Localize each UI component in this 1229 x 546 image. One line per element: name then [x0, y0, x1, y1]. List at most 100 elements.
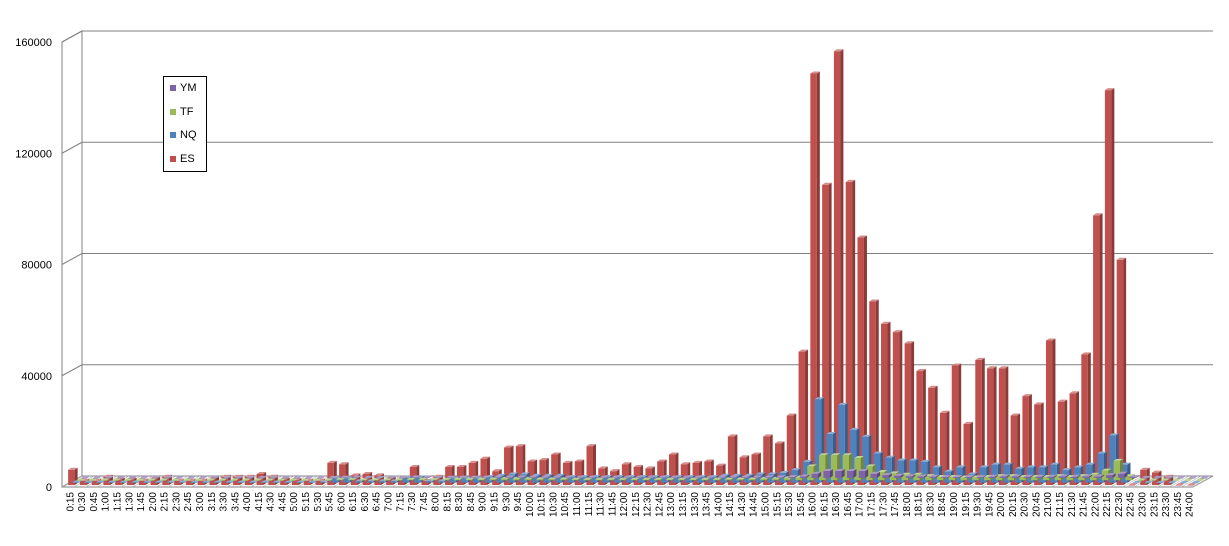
bar-top: [732, 473, 742, 476]
bar-side: [357, 473, 361, 486]
gridline-side: [61, 364, 83, 377]
bar-top: [96, 480, 106, 483]
x-tick-label: 20:15: [1008, 492, 1019, 517]
bar-top: [988, 474, 998, 477]
bar-face: [387, 477, 394, 479]
bar-nq-23:15: [1156, 480, 1166, 484]
bar-side: [377, 478, 381, 481]
bar-top: [775, 441, 785, 444]
bar-face: [433, 476, 440, 486]
bar-top: [1010, 413, 1021, 416]
bar-es-24:00: [1187, 483, 1197, 486]
x-tick-label: 0:45: [89, 492, 100, 512]
bar-top: [269, 475, 280, 478]
bar-side: [279, 480, 283, 483]
bar-face: [1184, 480, 1191, 481]
bar-side: [346, 475, 350, 478]
bar-face: [979, 467, 987, 483]
bar-top: [241, 478, 252, 481]
bar-face: [442, 479, 449, 481]
bar-es-11:15: [586, 444, 596, 486]
bar-face: [897, 460, 904, 483]
bar-side: [255, 480, 259, 483]
bar-ym-4:15: [269, 475, 280, 479]
legend-item-tf: TF: [170, 105, 193, 119]
bar-face: [555, 475, 562, 483]
bar-side: [660, 477, 664, 481]
bar-top: [1057, 399, 1068, 402]
bar-es-15:30: [786, 413, 797, 486]
bar-ym-6:30: [375, 475, 386, 479]
bar-face: [1101, 470, 1109, 481]
x-tick-label: 16:45: [843, 492, 854, 517]
bar-top: [717, 475, 727, 478]
bar-top: [260, 480, 271, 483]
bar-top: [265, 478, 275, 481]
bar-es-21:30: [1069, 391, 1080, 486]
bar-face: [680, 464, 688, 486]
bar-side: [1030, 474, 1034, 478]
bar-ym-2:15: [175, 475, 185, 479]
x-tick-label: 18:15: [914, 492, 925, 517]
bar-tf-4:45: [288, 478, 299, 481]
bar-face: [461, 478, 468, 483]
bar-top: [531, 473, 542, 476]
bar-top: [905, 474, 916, 477]
bar-side: [653, 475, 657, 478]
bar-ym-13:00: [682, 475, 692, 479]
bar-top: [1081, 352, 1091, 355]
bar-side: [935, 474, 939, 478]
bar-nq-14:00: [720, 473, 730, 483]
bar-top: [540, 475, 551, 478]
bar-face: [642, 479, 649, 481]
x-tick-label: 24:00: [1185, 492, 1196, 517]
bar-ym-4:30: [281, 475, 291, 479]
bar-top: [854, 456, 864, 459]
bar-ym-11:00: [587, 475, 598, 479]
bar-top: [932, 465, 942, 468]
bar-face: [799, 476, 807, 478]
bar-face: [327, 462, 334, 486]
bar-face: [775, 443, 782, 486]
bar-side: [853, 468, 857, 478]
bar-top: [716, 463, 726, 466]
bar-face: [972, 477, 979, 481]
x-tick-label: 15:45: [796, 492, 807, 517]
bar-face: [1031, 476, 1038, 481]
bar-face: [500, 478, 508, 481]
bar-top: [327, 460, 337, 463]
bar-face: [850, 429, 857, 483]
bar-nq-4:00: [249, 480, 259, 483]
bar-es-17:00: [857, 235, 867, 486]
bar-top: [249, 480, 259, 483]
bar-top: [830, 453, 841, 456]
bar-side: [684, 477, 688, 481]
bar-ym-3:30: [234, 475, 244, 479]
bar-ym-20:30: [1035, 474, 1045, 478]
bar-top: [92, 475, 103, 478]
bar-face: [123, 480, 131, 481]
bar-face: [458, 477, 465, 479]
x-tick-label: 18:00: [902, 492, 913, 517]
bar-top: [257, 475, 268, 478]
legend-item-es: ES: [170, 152, 195, 166]
bar-face: [833, 51, 841, 486]
bar-ym-1:45: [151, 475, 162, 479]
bar-nq-2:15: [166, 480, 177, 483]
bar-side: [664, 475, 668, 478]
bar-face: [505, 477, 512, 478]
bar-side: [342, 477, 346, 481]
bar-face: [826, 434, 833, 483]
bar-es-23:45: [1175, 483, 1186, 486]
bar-face: [771, 478, 779, 481]
bar-face: [218, 480, 225, 481]
bar-side: [263, 471, 267, 486]
bar-top: [599, 475, 610, 478]
bar-top: [963, 421, 973, 424]
bar-ym-5:00: [305, 475, 315, 479]
bar-side: [114, 480, 118, 483]
bar-ym-23:15: [1165, 475, 1175, 479]
bar-side: [1053, 474, 1057, 478]
bar-face: [1191, 482, 1199, 484]
bar-side: [578, 477, 582, 481]
